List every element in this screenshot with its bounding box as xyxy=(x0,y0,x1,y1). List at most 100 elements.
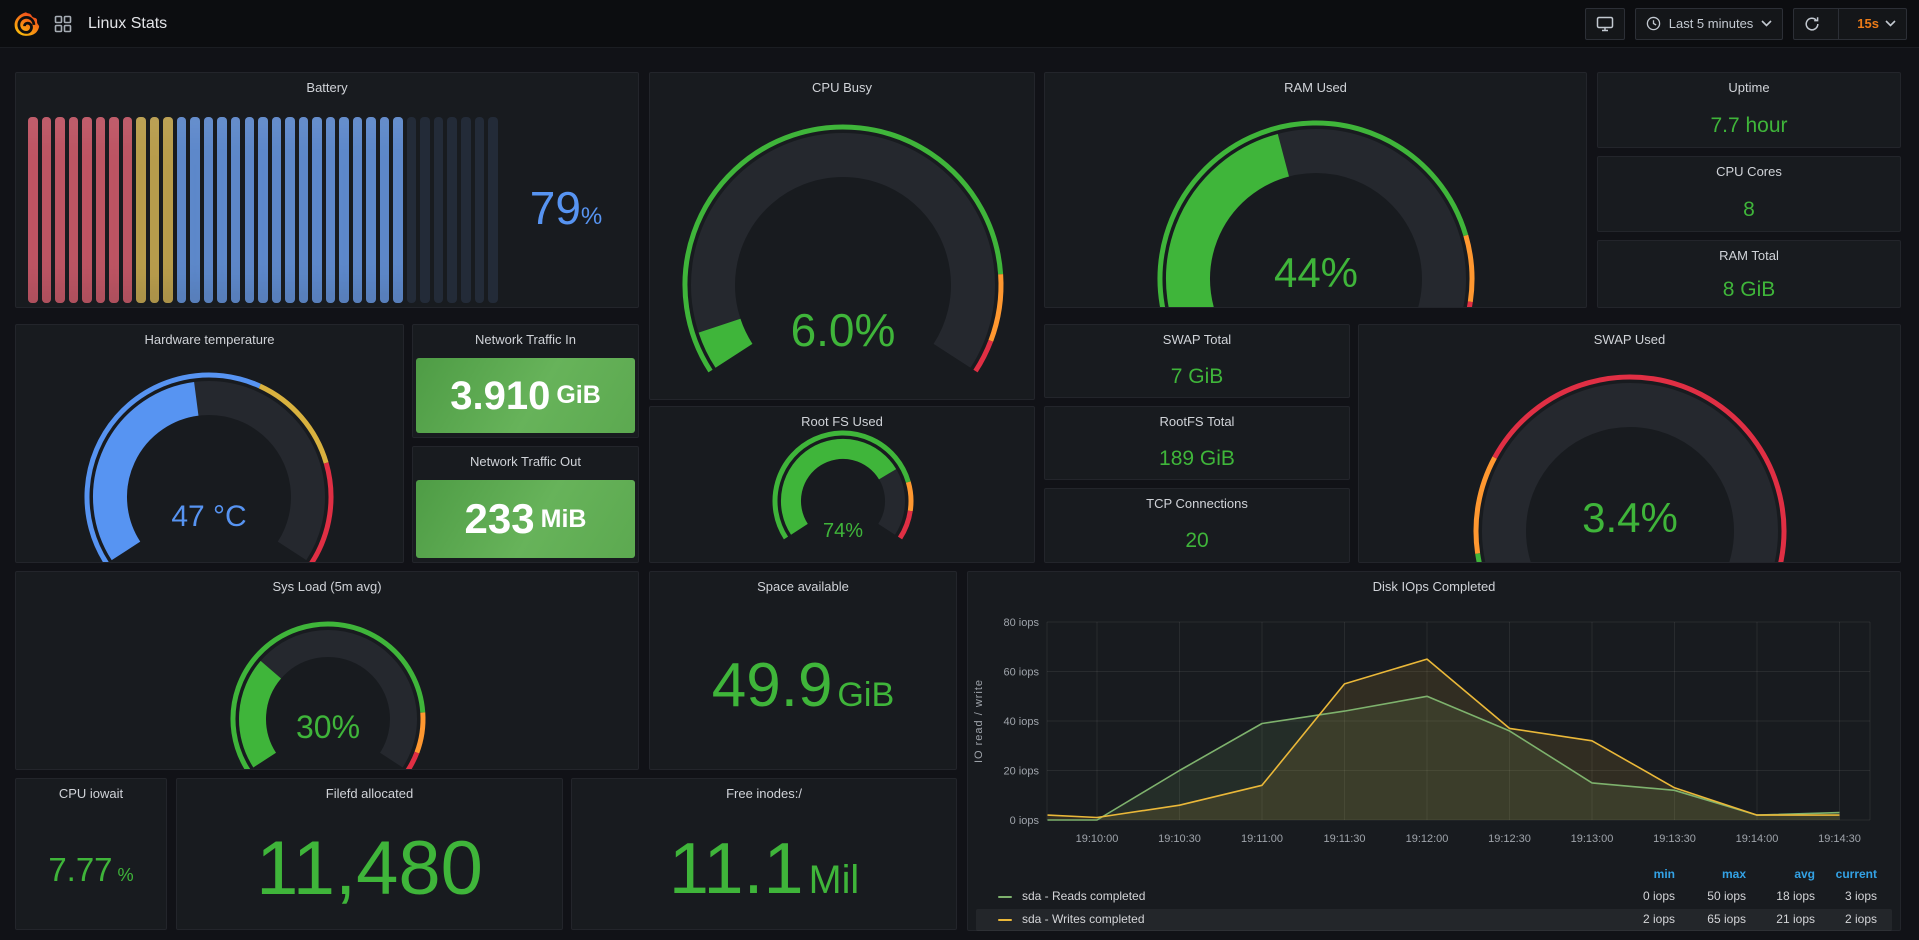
battery-bar-red xyxy=(41,117,52,303)
battery-bar-empty xyxy=(461,117,471,303)
grafana-logo-icon[interactable] xyxy=(12,10,40,38)
panel-sys-load: Sys Load (5m avg) 30% xyxy=(15,571,639,770)
battery-bar-empty xyxy=(474,117,485,303)
panel-title[interactable]: RAM Total xyxy=(1719,248,1779,263)
legend-header-min[interactable]: min xyxy=(1653,867,1675,881)
panel-space-available: Space available 49.9 GiB xyxy=(649,571,957,770)
refresh-controls: 15s xyxy=(1793,7,1907,40)
legend-stat-value: 0 iops xyxy=(1642,889,1675,903)
battery-bar-blue xyxy=(379,117,390,303)
page-title[interactable]: Linux Stats xyxy=(88,14,168,32)
svg-text:19:10:30: 19:10:30 xyxy=(1158,833,1201,845)
battery-bar-blue xyxy=(217,117,227,303)
battery-bar-blue xyxy=(203,117,214,303)
legend-series-name[interactable]: sda - Writes completed xyxy=(1022,912,1145,926)
battery-bar-blue xyxy=(298,117,309,303)
battery-bar-red xyxy=(95,117,106,303)
legend-stat-value: 2 iops xyxy=(1844,912,1877,926)
panel-root-fs-used: Root FS Used 74% xyxy=(649,406,1035,563)
refresh-interval-picker[interactable]: 15s xyxy=(1847,9,1906,39)
battery-bar-empty xyxy=(420,117,430,303)
battery-bar-blue xyxy=(285,117,295,303)
battery-bar-blue xyxy=(271,117,282,303)
legend-header-row: min max avg current xyxy=(976,864,1892,886)
legend-series-name[interactable]: sda - Reads completed xyxy=(1022,889,1146,903)
clock-icon xyxy=(1646,16,1660,31)
svg-text:19:12:30: 19:12:30 xyxy=(1488,833,1531,845)
free-inodes-value: 11.1 Mil xyxy=(668,829,860,909)
network-traffic-in-value: 3.910 GiB xyxy=(416,358,635,433)
panel-cpu-cores: CPU Cores 8 xyxy=(1597,156,1901,232)
top-nav-bar: Linux Stats Last 5 minutes xyxy=(0,0,1919,48)
battery-bar-blue xyxy=(393,117,403,303)
panel-title[interactable]: Sys Load (5m avg) xyxy=(272,579,382,594)
panel-title[interactable]: Space available xyxy=(757,579,849,594)
panel-title[interactable]: Hardware temperature xyxy=(144,332,275,347)
legend-header-max[interactable]: max xyxy=(1721,867,1746,881)
panel-title[interactable]: Battery xyxy=(306,80,348,95)
panel-title[interactable]: SWAP Total xyxy=(1162,332,1232,347)
uptime-value: 7.7 hour xyxy=(1710,113,1788,137)
legend-stat-value: 18 iops xyxy=(1776,889,1815,903)
svg-text:19:14:30: 19:14:30 xyxy=(1818,833,1861,845)
panel-title[interactable]: RootFS Total xyxy=(1159,414,1235,429)
panel-battery: Battery 79% xyxy=(15,72,639,308)
panel-title[interactable]: TCP Connections xyxy=(1146,496,1248,511)
tcp-connections-value: 20 xyxy=(1185,529,1209,552)
panel-title[interactable]: Disk IOps Completed xyxy=(1372,579,1496,594)
kiosk-mode-button[interactable] xyxy=(1584,7,1625,40)
legend-header-avg[interactable]: avg xyxy=(1794,867,1815,881)
panel-title[interactable]: Root FS Used xyxy=(801,414,883,429)
panel-swap-used: SWAP Used 3.4% xyxy=(1358,324,1901,563)
svg-text:19:11:00: 19:11:00 xyxy=(1241,833,1283,845)
svg-text:40 iops: 40 iops xyxy=(1004,716,1040,728)
battery-bar-yellow xyxy=(149,117,160,303)
panel-title[interactable]: Free inodes:/ xyxy=(726,786,802,801)
refresh-interval-label: 15s xyxy=(1857,16,1879,31)
chevron-down-icon xyxy=(1761,20,1772,27)
legend-row: sda - Reads completed 0 iops 50 iops 18 iop… xyxy=(976,886,1892,908)
panel-title[interactable]: Network Traffic In xyxy=(475,332,576,347)
svg-text:19:12:00: 19:12:00 xyxy=(1406,833,1449,845)
svg-text:0 iops: 0 iops xyxy=(1010,815,1040,827)
panel-title[interactable]: CPU iowait xyxy=(58,786,124,801)
panel-title[interactable]: Network Traffic Out xyxy=(469,454,581,469)
legend-stat-value: 3 iops xyxy=(1844,889,1877,903)
legend-header-current[interactable]: current xyxy=(1835,867,1877,881)
svg-text:60 iops: 60 iops xyxy=(1004,667,1040,679)
battery-bar-red xyxy=(28,117,38,303)
dashboard-grid-icon[interactable] xyxy=(54,15,72,33)
battery-bar-red xyxy=(55,117,65,303)
panel-title[interactable]: RAM Used xyxy=(1284,80,1347,95)
ram-used-gauge: 44% xyxy=(1045,73,1586,307)
panel-title[interactable]: Uptime xyxy=(1728,80,1770,95)
svg-text:19:11:30: 19:11:30 xyxy=(1323,833,1365,845)
panel-free-inodes: Free inodes:/ 11.1 Mil xyxy=(571,778,957,930)
swap-total-value: 7 GiB xyxy=(1170,364,1224,388)
ram-total-value: 8 GiB xyxy=(1722,277,1776,301)
battery-bar-blue xyxy=(366,117,376,303)
panel-title[interactable]: CPU Busy xyxy=(812,80,872,95)
panel-filefd-allocated: Filefd allocated 11,480 xyxy=(176,778,563,930)
panel-network-traffic-in: Network Traffic In 3.910 GiB xyxy=(412,324,639,438)
panel-cpu-iowait: CPU iowait 7.77% xyxy=(15,778,167,930)
time-range-picker[interactable]: Last 5 minutes xyxy=(1634,7,1784,40)
battery-bar-red xyxy=(109,117,119,303)
panel-title[interactable]: SWAP Used xyxy=(1593,332,1666,347)
panel-rootfs-total: RootFS Total 189 GiB xyxy=(1044,406,1350,480)
button-divider xyxy=(1838,8,1840,39)
refresh-button[interactable] xyxy=(1794,9,1830,39)
panel-uptime: Uptime 7.7 hour xyxy=(1597,72,1901,148)
panel-title[interactable]: Filefd allocated xyxy=(325,786,414,801)
panel-tcp-connections: TCP Connections 20 xyxy=(1044,488,1350,563)
battery-bar-red xyxy=(82,117,92,303)
battery-bar-blue xyxy=(312,117,322,303)
battery-bar-blue xyxy=(325,117,336,303)
battery-bar-empty xyxy=(433,117,444,303)
panel-network-traffic-out: Network Traffic Out 233 MiB xyxy=(412,446,639,563)
battery-bar-red xyxy=(68,117,79,303)
panel-title[interactable]: CPU Cores xyxy=(1716,164,1782,179)
y-axis-label: IO read / write xyxy=(973,679,985,763)
legend-row: sda - Writes completed 2 iops 65 iops 21 io… xyxy=(976,909,1892,931)
